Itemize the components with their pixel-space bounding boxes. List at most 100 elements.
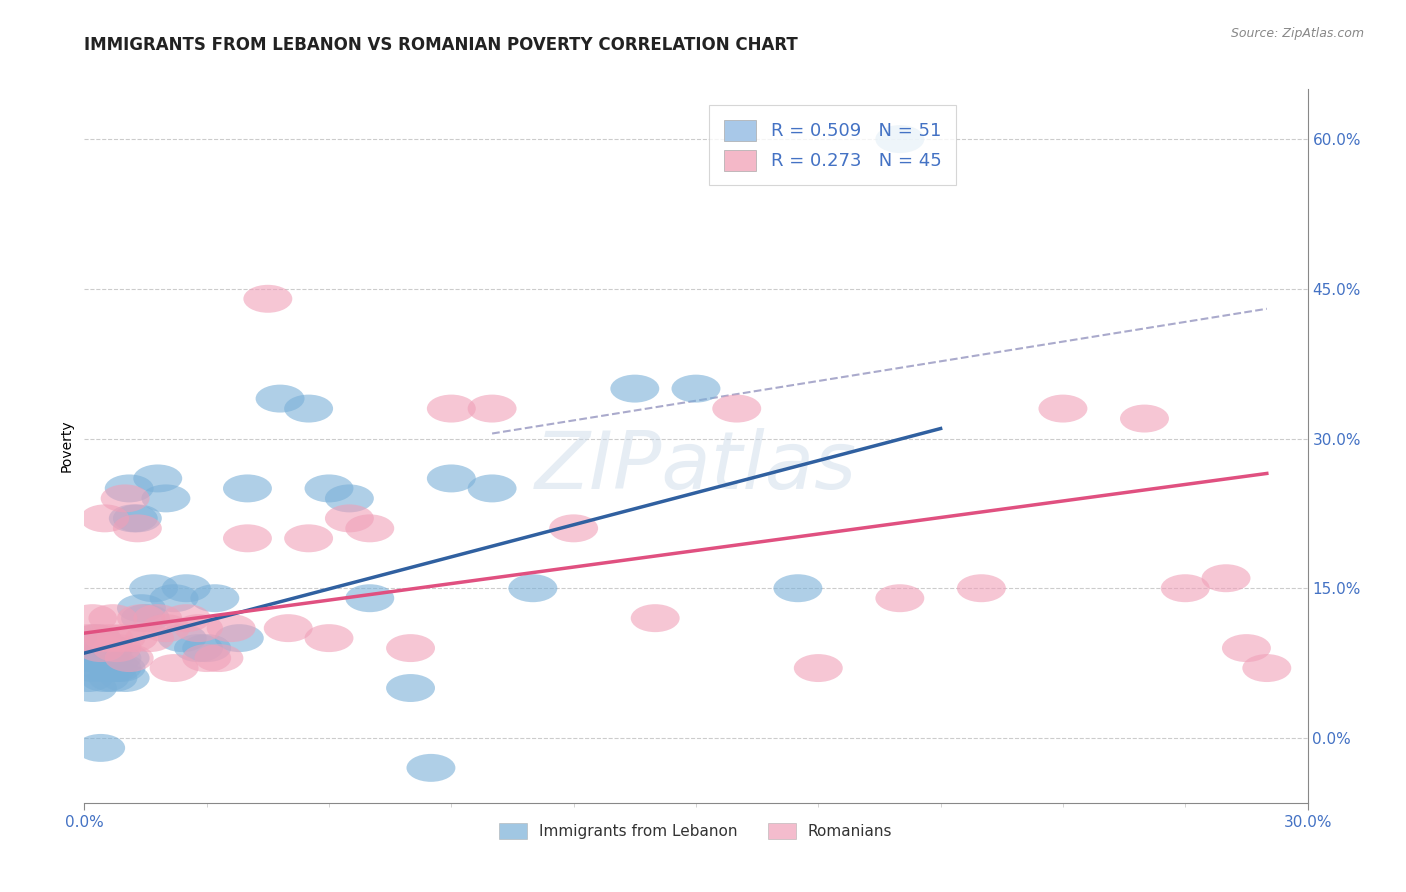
Ellipse shape [162,574,211,602]
Ellipse shape [97,654,146,682]
Ellipse shape [65,664,112,692]
Ellipse shape [157,624,207,652]
Ellipse shape [346,515,394,542]
Ellipse shape [84,634,134,662]
Ellipse shape [65,644,112,672]
Ellipse shape [325,504,374,533]
Ellipse shape [104,475,153,502]
Ellipse shape [174,634,224,662]
Ellipse shape [84,624,134,652]
Ellipse shape [108,504,157,533]
Text: IMMIGRANTS FROM LEBANON VS ROMANIAN POVERTY CORRELATION CHART: IMMIGRANTS FROM LEBANON VS ROMANIAN POVE… [84,36,799,54]
Ellipse shape [89,654,138,682]
Ellipse shape [104,644,153,672]
Text: ZIPatlas: ZIPatlas [534,428,858,507]
Legend: Immigrants from Lebanon, Romanians: Immigrants from Lebanon, Romanians [494,817,898,845]
Ellipse shape [794,654,842,682]
Ellipse shape [284,394,333,423]
Ellipse shape [117,604,166,632]
Ellipse shape [346,584,394,612]
Ellipse shape [183,634,231,662]
Ellipse shape [876,125,924,153]
Ellipse shape [387,634,434,662]
Ellipse shape [284,524,333,552]
Ellipse shape [93,654,142,682]
Ellipse shape [1202,565,1250,592]
Ellipse shape [183,644,231,672]
Text: Source: ZipAtlas.com: Source: ZipAtlas.com [1230,27,1364,40]
Ellipse shape [80,504,129,533]
Ellipse shape [509,574,557,602]
Ellipse shape [134,465,183,492]
Ellipse shape [108,624,157,652]
Ellipse shape [468,475,516,502]
Ellipse shape [305,475,353,502]
Ellipse shape [194,644,243,672]
Ellipse shape [149,584,198,612]
Ellipse shape [427,465,475,492]
Ellipse shape [101,644,149,672]
Ellipse shape [406,754,456,782]
Ellipse shape [1039,394,1087,423]
Ellipse shape [1243,654,1291,682]
Ellipse shape [207,615,256,642]
Ellipse shape [129,574,179,602]
Ellipse shape [610,375,659,402]
Ellipse shape [713,394,761,423]
Ellipse shape [1161,574,1209,602]
Ellipse shape [112,515,162,542]
Ellipse shape [427,394,475,423]
Ellipse shape [84,644,134,672]
Ellipse shape [325,484,374,512]
Ellipse shape [101,484,149,512]
Ellipse shape [149,654,198,682]
Ellipse shape [67,634,117,662]
Ellipse shape [93,634,142,662]
Ellipse shape [76,734,125,762]
Ellipse shape [468,394,516,423]
Ellipse shape [243,285,292,313]
Ellipse shape [93,644,142,672]
Ellipse shape [80,654,129,682]
Ellipse shape [112,504,162,533]
Ellipse shape [134,604,183,632]
Ellipse shape [72,624,121,652]
Ellipse shape [876,584,924,612]
Ellipse shape [224,475,271,502]
Ellipse shape [80,644,129,672]
Ellipse shape [67,604,117,632]
Ellipse shape [67,654,117,682]
Ellipse shape [89,664,138,692]
Ellipse shape [162,604,211,632]
Ellipse shape [1222,634,1271,662]
Ellipse shape [631,604,679,632]
Ellipse shape [174,615,224,642]
Ellipse shape [190,584,239,612]
Ellipse shape [256,384,305,413]
Y-axis label: Poverty: Poverty [59,420,73,472]
Ellipse shape [97,624,146,652]
Ellipse shape [550,515,598,542]
Ellipse shape [305,624,353,652]
Ellipse shape [773,574,823,602]
Ellipse shape [67,674,117,702]
Ellipse shape [142,615,190,642]
Ellipse shape [672,375,720,402]
Ellipse shape [957,574,1005,602]
Ellipse shape [72,624,121,652]
Ellipse shape [72,644,121,672]
Ellipse shape [101,664,149,692]
Ellipse shape [117,594,166,622]
Ellipse shape [76,634,125,662]
Ellipse shape [1121,405,1168,433]
Ellipse shape [80,664,129,692]
Ellipse shape [224,524,271,552]
Ellipse shape [89,604,138,632]
Ellipse shape [125,624,174,652]
Ellipse shape [387,674,434,702]
Ellipse shape [76,634,125,662]
Ellipse shape [65,624,112,652]
Ellipse shape [142,484,190,512]
Ellipse shape [264,615,312,642]
Ellipse shape [121,604,170,632]
